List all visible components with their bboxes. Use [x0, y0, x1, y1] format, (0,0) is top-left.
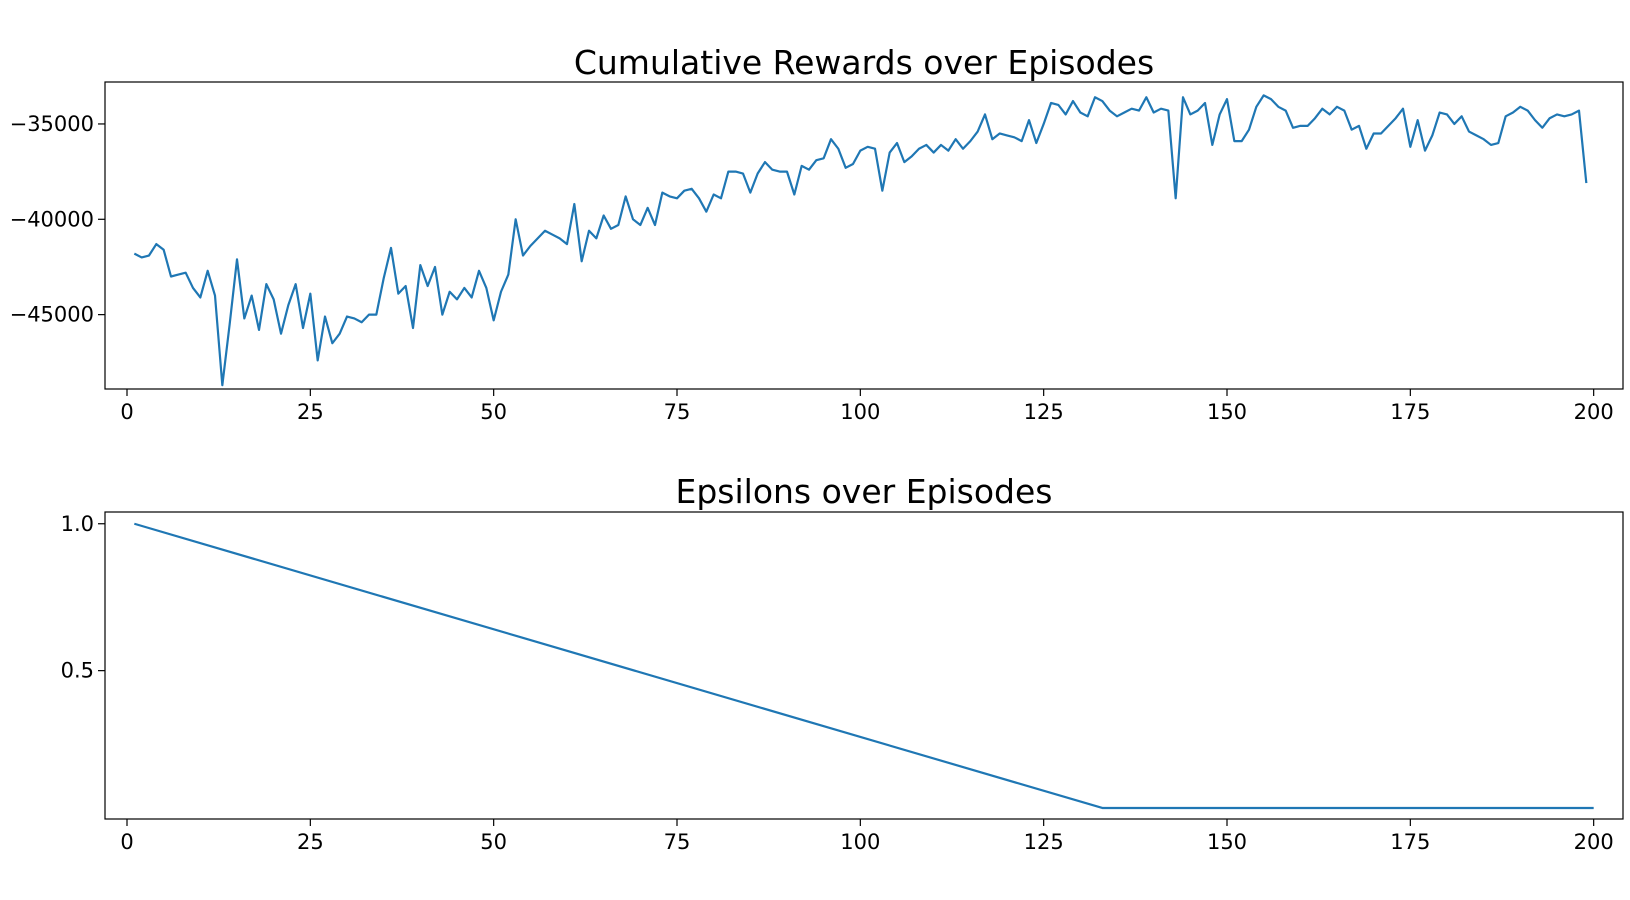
rewards-chart-xtick-label: 125 [1024, 400, 1064, 424]
rewards-chart-ytick-label: −35000 [10, 112, 94, 136]
epsilon-chart-xtick-label: 150 [1207, 830, 1247, 854]
rewards-chart-xtick-label: 25 [297, 400, 324, 424]
epsilon-chart-plot [134, 522, 1594, 810]
epsilon-chart-ticks: 0 25 50 75 100 125 150 175 200 0.5 1.0 [61, 512, 1614, 854]
epsilon-chart-xtick-label: 0 [120, 830, 133, 854]
rewards-chart-xtick-label: 75 [664, 400, 691, 424]
epsilon-chart-xtick-label: 75 [664, 830, 691, 854]
rewards-chart-ytick-label: −45000 [10, 303, 94, 327]
rewards-chart-title: Cumulative Rewards over Episodes [574, 43, 1154, 82]
rewards-chart-ticks: 0 25 50 75 100 125 150 175 200 −45000 −40000 −35000 [10, 112, 1614, 424]
epsilon-chart-xtick-label: 25 [297, 830, 324, 854]
rewards-chart-xtick-label: 200 [1574, 400, 1614, 424]
epsilon-chart-axes-frame [104, 511, 1624, 820]
epsilon-chart-xtick-label: 175 [1390, 830, 1430, 854]
epsilon-chart-series-line [134, 522, 1594, 810]
rewards-chart-xtick-label: 100 [840, 400, 880, 424]
epsilon-chart-xtick-label: 200 [1574, 830, 1614, 854]
epsilon-chart-ytick-label: 1.0 [61, 512, 94, 536]
epsilon-chart-xtick-label: 50 [480, 830, 507, 854]
rewards-chart-xtick-label: 50 [480, 400, 507, 424]
rewards-chart-ytick-label: −40000 [10, 207, 94, 231]
rewards-chart-series-line [133, 94, 1588, 387]
rewards-chart-plot [133, 94, 1588, 387]
rewards-chart-axes-frame [104, 81, 1624, 390]
epsilon-chart: Epsilons over Episodes 0 25 50 75 100 125 150 1… [61, 472, 1624, 854]
epsilon-chart-ytick-label: 0.5 [61, 659, 94, 683]
epsilon-chart-xtick-label: 100 [840, 830, 880, 854]
rewards-chart-xtick-label: 0 [120, 400, 133, 424]
rewards-chart-xtick-label: 150 [1207, 400, 1247, 424]
rewards-chart: Cumulative Rewards over Episodes 0 25 50 75… [10, 43, 1624, 424]
epsilon-chart-xtick-label: 125 [1024, 830, 1064, 854]
epsilon-chart-title: Epsilons over Episodes [676, 472, 1053, 511]
rewards-chart-xtick-label: 175 [1390, 400, 1430, 424]
